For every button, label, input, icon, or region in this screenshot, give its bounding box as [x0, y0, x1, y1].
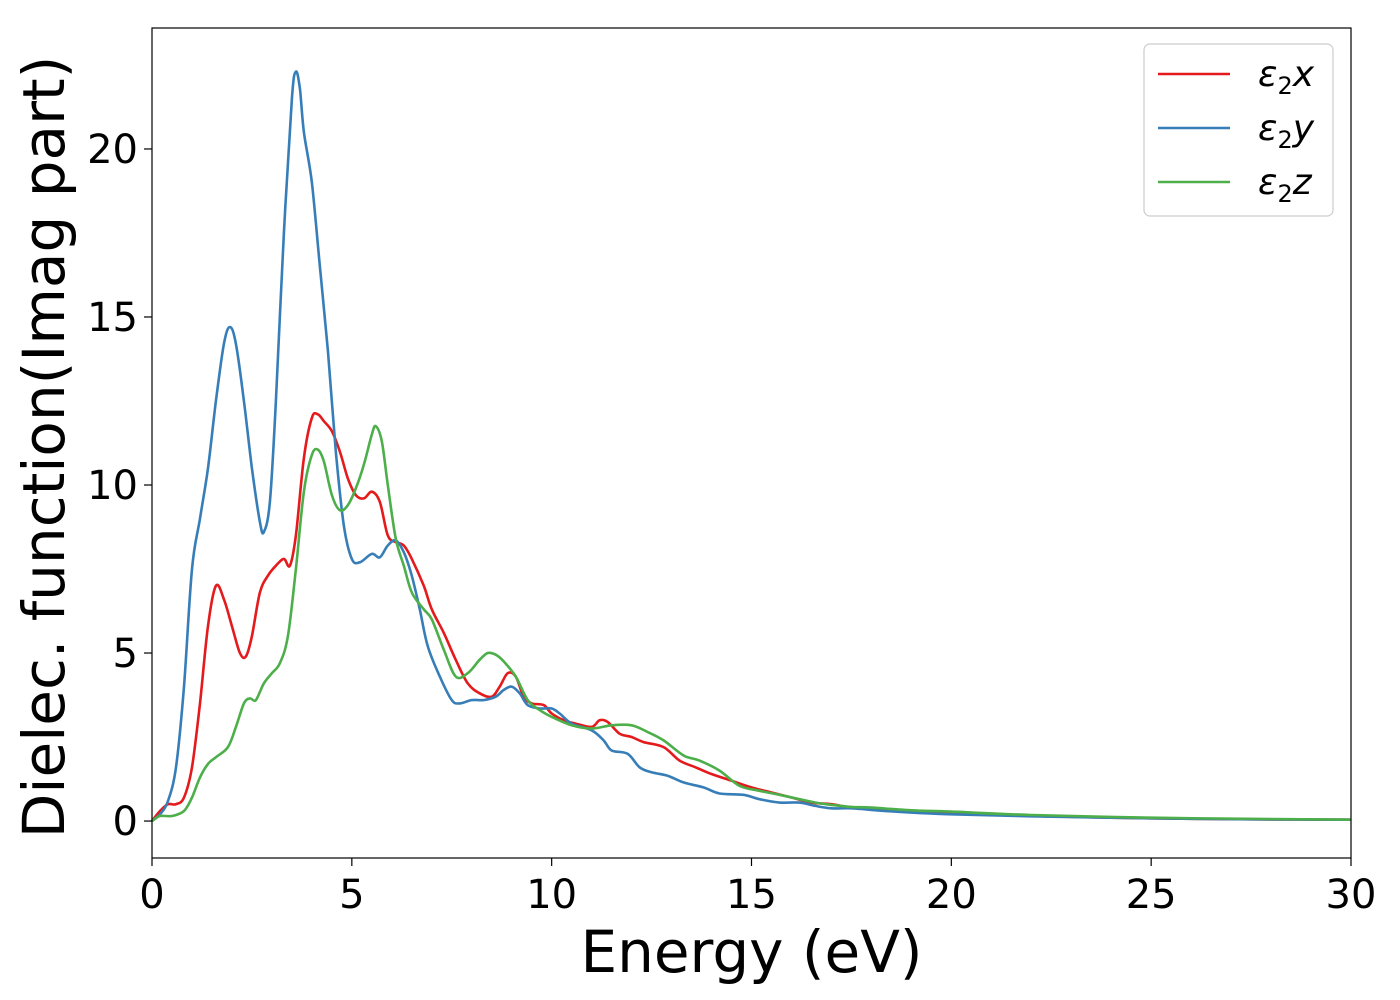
y-axis-ticks: 0 5 10 15 20 — [87, 127, 152, 845]
y-tick-label: 15 — [87, 295, 138, 341]
legend-entry: ε2x — [1258, 54, 1315, 100]
series-line-x — [150, 411, 1352, 822]
x-tick-label: 5 — [339, 872, 364, 918]
legend-component: z — [1292, 162, 1313, 203]
legend-component: x — [1292, 54, 1315, 95]
legend-subscript: 2 — [1277, 72, 1292, 100]
x-tick-label: 25 — [1126, 872, 1177, 918]
x-tick-label: 0 — [139, 872, 164, 918]
legend-entry: ε2y — [1258, 108, 1315, 154]
x-axis-label: Energy (eV) — [580, 918, 922, 986]
y-tick-label: 20 — [87, 127, 138, 173]
x-tick-label: 15 — [726, 872, 777, 918]
legend-component: y — [1292, 108, 1315, 149]
legend-symbol: ε — [1258, 162, 1277, 203]
legend-symbol: ε — [1258, 108, 1277, 149]
legend-subscript: 2 — [1277, 126, 1292, 154]
y-tick-label: 0 — [113, 799, 138, 845]
series-line-z — [151, 424, 1352, 823]
y-tick-label: 10 — [87, 463, 138, 509]
y-axis-label: Dielec. function(Imag part) — [10, 56, 78, 839]
series-lines — [150, 70, 1352, 823]
x-tick-label: 10 — [526, 872, 577, 918]
y-tick-label: 5 — [113, 631, 138, 677]
x-tick-label: 20 — [926, 872, 977, 918]
legend-subscript: 2 — [1277, 180, 1292, 208]
series-line-y — [151, 70, 1352, 823]
legend-box — [1143, 43, 1334, 217]
legend-entry: ε2z — [1258, 162, 1313, 208]
legend-symbol: ε — [1258, 54, 1277, 95]
x-axis-ticks: 0 5 10 15 20 25 30 — [139, 858, 1376, 918]
x-tick-label: 30 — [1326, 872, 1377, 918]
